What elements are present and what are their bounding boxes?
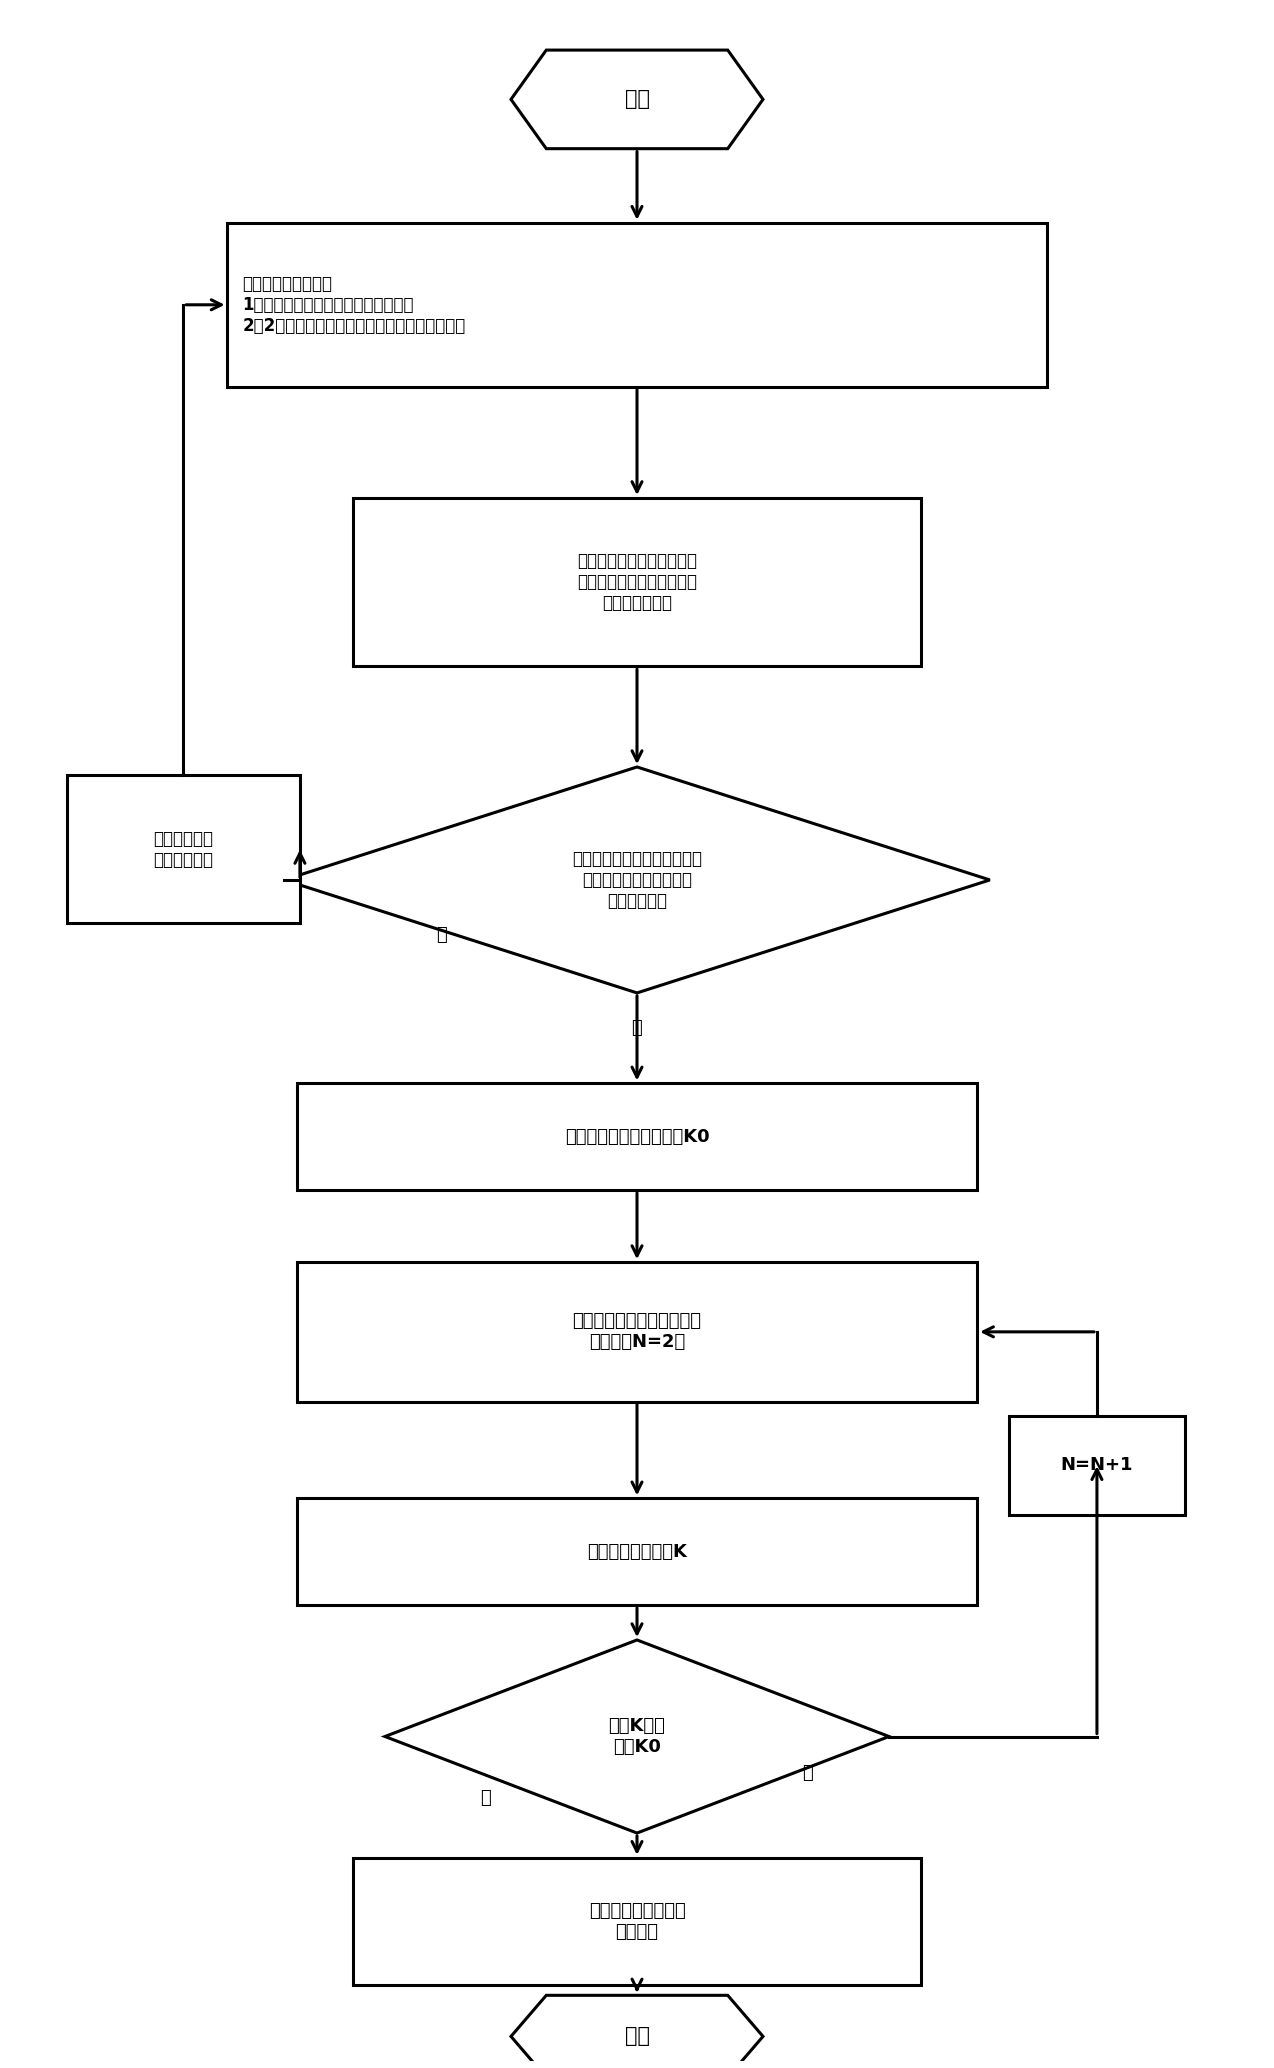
Text: N=N+1: N=N+1 (1061, 1456, 1133, 1474)
Text: 两个仿真系统之间有功和无功
输出差的绝对值最大是否
超过给定标准: 两个仿真系统之间有功和无功 输出差的绝对值最大是否 超过给定标准 (572, 850, 702, 910)
Polygon shape (511, 50, 763, 149)
Text: 增大发电单元
间的电气距离: 增大发电单元 间的电气距离 (153, 829, 213, 869)
Polygon shape (385, 1640, 889, 1832)
Text: 搭建仿真系统模型：
1）两台发电单元与实际送出系统连接
2）2倍乘容量单台发电单元与实际送出系统连接: 搭建仿真系统模型： 1）两台发电单元与实际送出系统连接 2）2倍乘容量单台发电单… (242, 275, 466, 335)
Bar (353, 498, 921, 666)
Text: 计算相互作用系数K: 计算相互作用系数K (587, 1543, 687, 1561)
Text: 否: 否 (480, 1789, 492, 1807)
Text: 确定新能源电站等效
简化模型: 确定新能源电站等效 简化模型 (589, 1903, 685, 1940)
Text: 比较K是否
大于K0: 比较K是否 大于K0 (609, 1716, 665, 1756)
Bar (66, 776, 299, 922)
Bar (297, 1497, 977, 1605)
Text: 将馈线上的发电单元分群，
初始赋值N=2。: 将馈线上的发电单元分群， 初始赋值N=2。 (572, 1313, 702, 1350)
Text: 是: 是 (801, 1764, 813, 1783)
Text: 是: 是 (632, 1020, 642, 1036)
Bar (1009, 1417, 1185, 1514)
Text: 计算相互作用系数参考值K0: 计算相互作用系数参考值K0 (564, 1127, 710, 1146)
Bar (228, 223, 1046, 387)
Polygon shape (284, 767, 990, 993)
Bar (353, 1857, 921, 1985)
Text: 开始: 开始 (624, 89, 650, 110)
Bar (297, 1084, 977, 1189)
Text: 否: 否 (436, 926, 447, 945)
Bar (297, 1261, 977, 1402)
Text: 短路故障计算，记录发电单
元在故障和故障恢复期间的
有功和无功输出: 短路故障计算，记录发电单 元在故障和故障恢复期间的 有功和无功输出 (577, 552, 697, 612)
Polygon shape (511, 1996, 763, 2068)
Text: 结束: 结束 (624, 2027, 650, 2047)
